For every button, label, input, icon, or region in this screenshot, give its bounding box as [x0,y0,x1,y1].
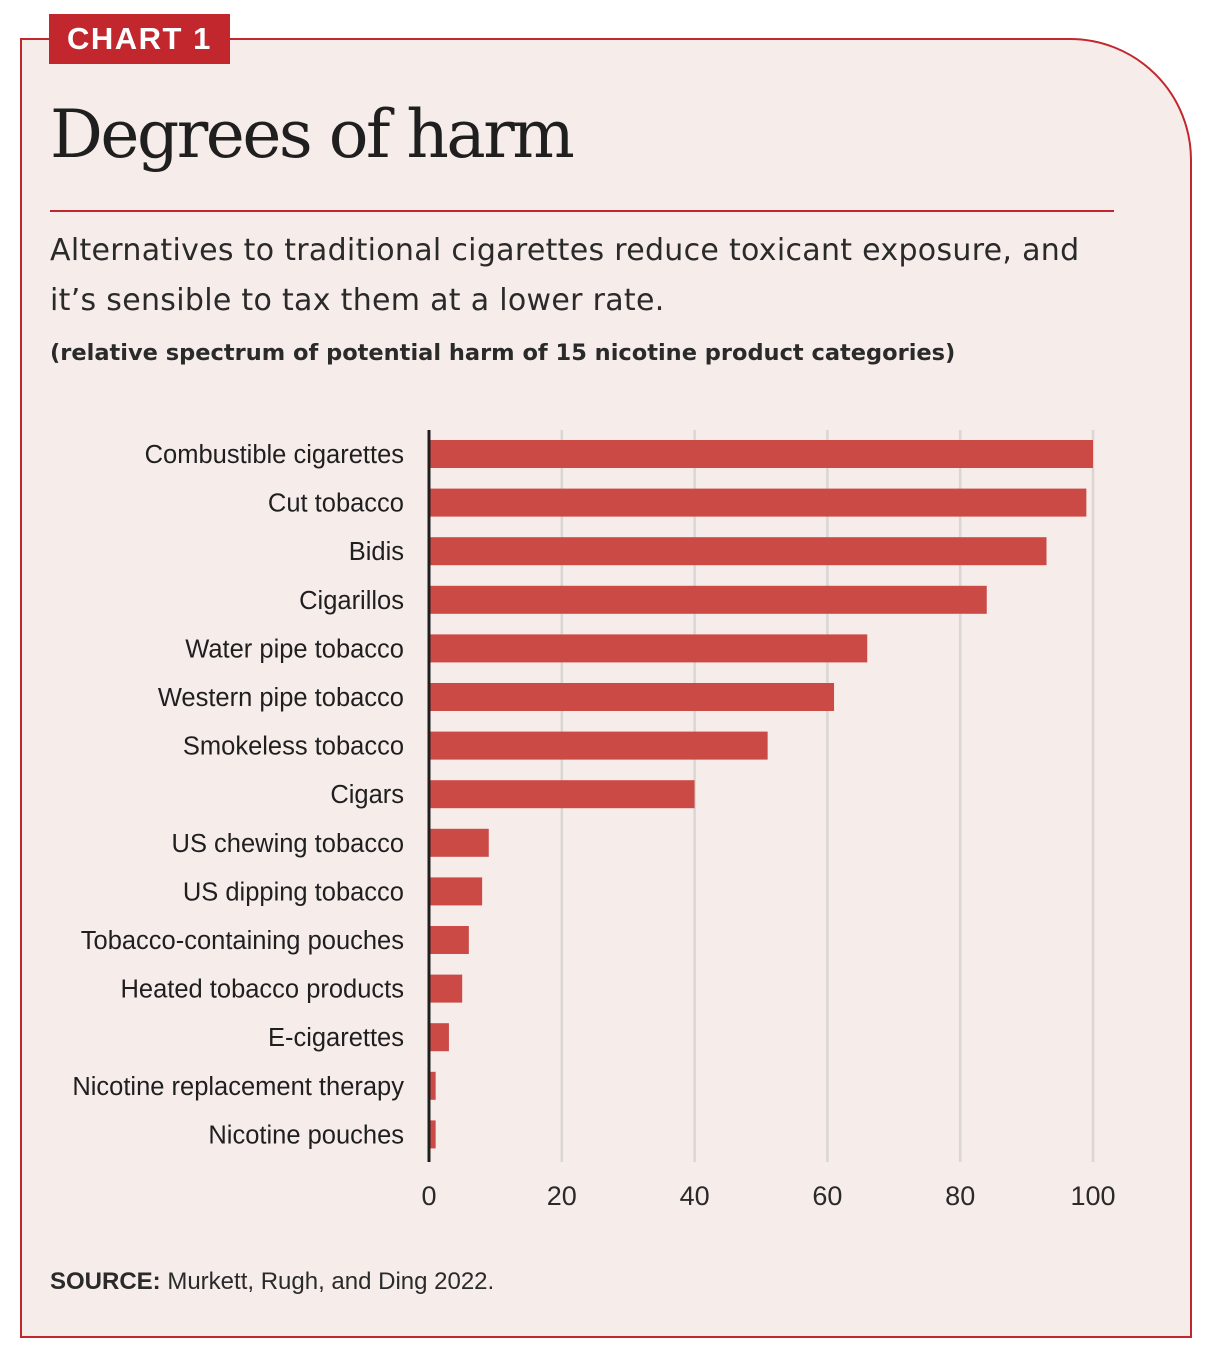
bar [429,926,469,954]
category-label: Cut tobacco [268,490,404,518]
bar [429,731,768,760]
x-tick-label: 40 [680,1181,710,1211]
category-label: Cigarillos [299,587,404,615]
bar [429,1023,449,1052]
chart-subtitle: Alternatives to traditional cigarettes r… [50,233,1080,318]
category-label: Heated tobacco products [120,976,404,1004]
source-text: Murkett, Rugh, and Ding 2022. [160,1268,495,1295]
title-divider [50,210,1114,212]
bar [429,1071,436,1100]
category-label: US dipping tobacco [183,878,404,906]
x-tick-label: 0 [421,1181,436,1211]
bar [429,537,1047,566]
category-label: Bidis [349,538,404,566]
bar [429,828,489,857]
bar [429,683,835,711]
category-label: Water pipe tobacco [185,635,404,663]
x-tick-label: 60 [812,1181,842,1211]
bar [429,877,483,906]
source-note: SOURCE: Murkett, Rugh, and Ding 2022. [50,1268,494,1296]
category-label: Combustible cigarettes [145,441,404,469]
category-label: Smokeless tobacco [183,733,404,761]
category-label: Tobacco-containing pouches [81,927,404,955]
bar [429,634,868,663]
chart-tag: CHART 1 [49,14,230,64]
x-tick-label: 20 [547,1181,577,1211]
bar [429,585,987,614]
category-label: Nicotine pouches [208,1121,404,1149]
bar [429,1120,436,1149]
category-label: US chewing tobacco [172,830,404,858]
x-tick-label: 100 [1070,1181,1115,1211]
chart-title: Degrees of harm [50,96,575,173]
bar [429,780,695,809]
chart-note: (relative spectrum of potential harm of … [50,340,956,366]
category-label: E-cigarettes [268,1024,404,1052]
bar [429,440,1093,468]
category-label: Nicotine replacement therapy [72,1073,404,1101]
bar [429,488,1087,517]
category-label: Western pipe tobacco [158,684,404,712]
category-label: Cigars [330,781,404,809]
bar [429,974,463,1003]
x-tick-label: 80 [945,1181,975,1211]
source-label: SOURCE: [50,1268,161,1295]
